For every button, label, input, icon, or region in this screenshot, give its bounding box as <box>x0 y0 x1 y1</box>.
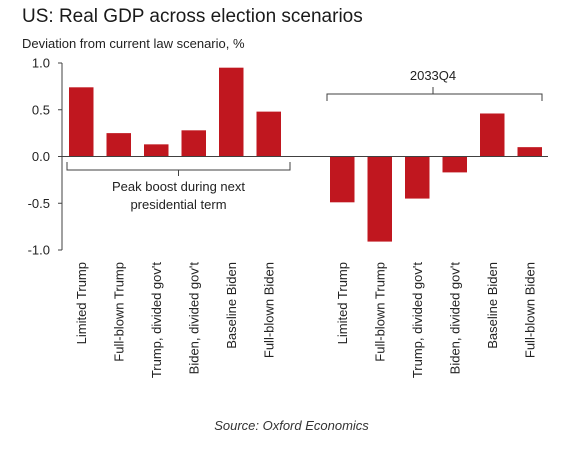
chart-title: US: Real GDP across election scenarios <box>22 6 363 27</box>
annotation-brackets: Peak boost during next presidential term 2… <box>66 68 543 212</box>
chart-subtitle: Deviation from current law scenario, % <box>22 36 245 51</box>
y-tick-label: -1.0 <box>28 243 50 258</box>
x-tick-label: Biden, divided gov't <box>186 262 201 375</box>
y-tick-label: -0.5 <box>28 196 50 211</box>
x-tick-label: Full-blown Trump <box>372 262 387 362</box>
bar <box>181 130 206 157</box>
bar <box>106 133 131 157</box>
bar <box>367 156 392 242</box>
x-tick-label: Trump, divided gov't <box>149 262 164 379</box>
annotation-bracket <box>326 87 543 101</box>
bar <box>442 156 467 173</box>
x-tick-label: Full-blown Biden <box>261 262 276 358</box>
x-tick-label: Full-blown Trump <box>111 262 126 362</box>
bar <box>144 144 169 157</box>
bar <box>256 111 281 157</box>
bar <box>69 87 94 157</box>
bars <box>69 67 542 242</box>
x-tick-label: Limited Trump <box>335 262 350 344</box>
source-note: Source: Oxford Economics <box>214 418 369 433</box>
y-tick-label: 0.5 <box>32 102 50 117</box>
x-axis-labels: Limited Trump Full-blown Trump Trump, divi… <box>74 262 538 379</box>
y-tick-label: 0.0 <box>32 149 50 164</box>
annotation-label: Peak boost during next <box>112 179 245 194</box>
x-tick-label: Trump, divided gov't <box>410 262 425 379</box>
bar <box>330 156 355 203</box>
x-tick-label: Limited Trump <box>74 262 89 344</box>
x-tick-label: Full-blown Biden <box>522 262 537 358</box>
y-axis: -1.0 -0.5 0.0 0.5 1.0 <box>28 56 63 258</box>
bar <box>405 156 430 199</box>
annotation-label: 2033Q4 <box>410 68 456 83</box>
annotation-bracket <box>66 162 291 176</box>
x-tick-label: Baseline Biden <box>224 262 239 349</box>
bar <box>480 113 505 157</box>
annotation-label: presidential term <box>130 197 226 212</box>
x-tick-label: Biden, divided gov't <box>447 262 462 375</box>
x-tick-label: Baseline Biden <box>485 262 500 349</box>
bar <box>517 147 542 157</box>
bar <box>219 67 244 157</box>
y-tick-label: 1.0 <box>32 56 50 71</box>
